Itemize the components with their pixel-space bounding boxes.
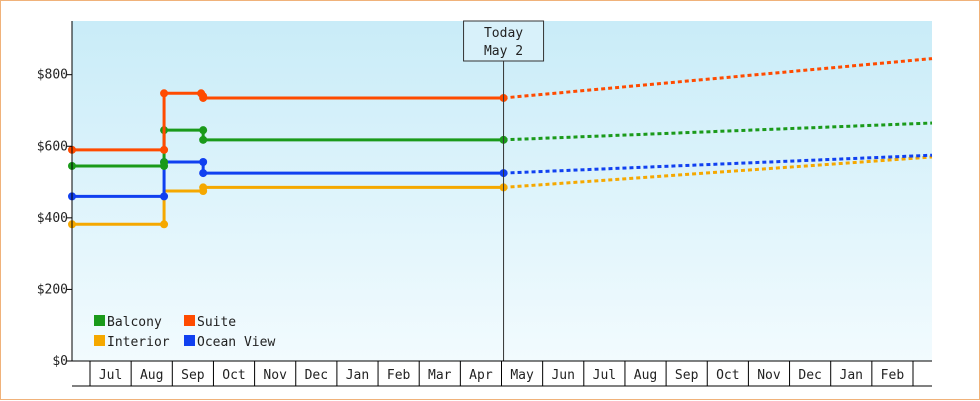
data-point-ocean-view [199,158,208,167]
y-tick-label: $0 [52,354,68,369]
forecast-line-interior [503,155,933,189]
month-label: Aug [634,368,657,383]
month-label: Sep [181,368,205,383]
month-label: Jul [593,368,616,383]
series-line-ocean-view [72,160,504,198]
month-label: Oct [222,368,245,383]
y-tick-label: $800 [37,68,68,83]
month-label: May [510,368,534,383]
month-label: Jan [346,368,369,383]
y-tick-label: $400 [37,211,68,226]
legend: Balcony Suite Interior Ocean View [94,315,275,350]
legend-label-ocean-view: Ocean View [197,335,275,350]
month-label: Nov [757,368,781,383]
data-point-ocean-view [160,192,169,201]
data-point-balcony [199,126,208,135]
data-point-balcony [199,135,208,144]
data-point-ocean-view [199,169,208,178]
data-point-interior [160,220,169,229]
forecast-line-suite [503,57,933,100]
series-line-interior [72,185,504,226]
data-point-balcony [160,158,169,167]
forecast-line-balcony [503,121,933,142]
month-label: Jan [840,368,863,383]
forecast-line-ocean-view [503,153,933,175]
forecast-lines [503,57,933,189]
data-point-suite [199,93,208,102]
legend-swatch-suite [184,315,195,326]
month-label: Jul [99,368,122,383]
series-lines [68,89,508,229]
month-label: Mar [428,368,452,383]
data-point-suite [160,89,169,98]
month-label: Aug [140,368,163,383]
today-box [463,20,545,62]
y-tick-label: $200 [37,282,68,297]
month-label: Jun [551,368,574,383]
legend-swatch-interior [94,335,105,346]
legend-label-interior: Interior [107,335,170,350]
today-date: May 2 [484,44,523,59]
month-label: Feb [881,368,905,383]
month-label: Feb [387,368,411,383]
data-point-interior [199,183,208,192]
legend-swatch-ocean-view [184,335,195,346]
legend-label-suite: Suite [197,315,236,330]
y-tick-label: $600 [37,139,68,154]
month-label: Oct [716,368,739,383]
month-label: Nov [263,368,287,383]
today-label: Today [484,26,523,41]
month-label: Dec [798,368,821,383]
today-marker: Today May 2 [463,20,545,361]
axes: $0 $200 $400 $600 $800 Jul Aug Sep Oct Nov Dec Jan F… [37,21,932,387]
data-point-suite [160,145,169,154]
series-line-suite [72,91,504,152]
month-label: Dec [305,368,328,383]
series-line-balcony [72,128,504,168]
legend-swatch-balcony [94,315,105,326]
month-label: Apr [469,368,493,383]
legend-label-balcony: Balcony [107,315,162,330]
month-label: Sep [675,368,699,383]
